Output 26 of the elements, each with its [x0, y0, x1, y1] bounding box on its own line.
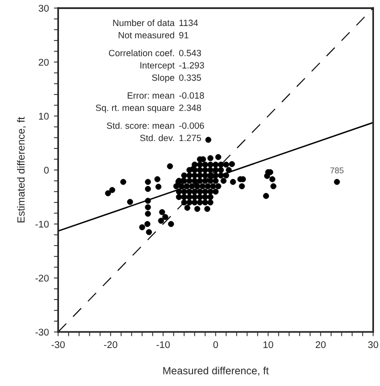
- annotation: Sq. rt. mean square 2.348: [96, 104, 201, 113]
- y-tick-label: 0: [44, 166, 49, 174]
- y-tick-label: -20: [35, 274, 49, 282]
- annotation: Std. dev. 1.275: [140, 134, 202, 142]
- annotation: Number of data 1134: [113, 19, 198, 26]
- x-tick-label: -30: [52, 341, 65, 348]
- y-tick-label: 20: [38, 58, 49, 66]
- x-axis-title: Measured difference, ft: [163, 366, 269, 376]
- x-tick-label: 20: [316, 341, 326, 348]
- y-axis-title: Estimated difference, ft: [17, 116, 26, 222]
- x-tick-label: -10: [156, 341, 170, 348]
- annotation: Intercept -1.293: [140, 62, 204, 70]
- x-tick-label: 30: [368, 341, 378, 348]
- annotation: Not measured 91: [118, 32, 188, 38]
- x-tick-label: 10: [263, 341, 274, 348]
- y-tick-label: -10: [35, 220, 49, 228]
- x-tick-label: 0: [213, 341, 218, 348]
- annotation: Error: mean -0.018: [128, 92, 204, 99]
- y-tick-label: -30: [35, 328, 49, 336]
- y-tick-label: 30: [38, 4, 49, 12]
- annotation: Correlation coef. 0.543: [108, 50, 201, 56]
- annotation: Std. score: mean -0.006: [106, 122, 204, 129]
- y-tick-label: 10: [39, 112, 49, 120]
- x-tick-label: -20: [104, 341, 118, 348]
- annotation: Slope 0.335: [152, 74, 202, 83]
- annotation: 785: [330, 167, 344, 174]
